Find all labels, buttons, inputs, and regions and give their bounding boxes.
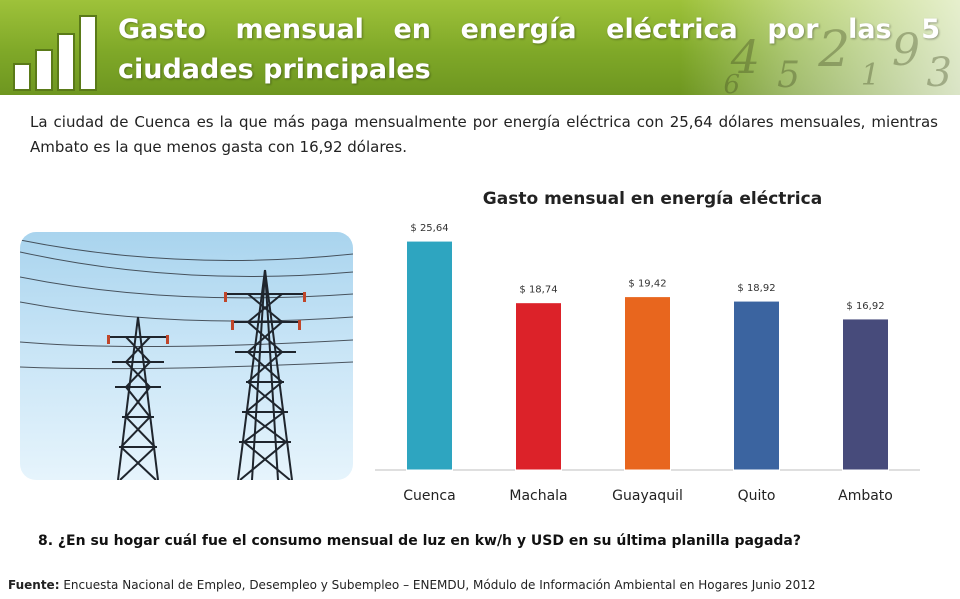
data-label-cuenca: $ 25,64 [410,223,448,234]
data-label-ambato: $ 16,92 [846,301,884,312]
chart-title: Gasto mensual en energía eléctrica [483,189,822,209]
x-tick-guayaquil: Guayaquil [612,488,683,504]
source-label: Fuente: [8,578,60,592]
bar-quito [733,300,780,471]
chart-canvas: Gasto mensual en energía eléctrica $ 25,6… [375,189,920,504]
power-lines-photo [20,232,353,480]
survey-question: 8. ¿En su hogar cuál fue el consumo mens… [38,533,801,549]
x-tick-cuenca: Cuenca [403,488,455,504]
bar-cuenca [406,240,453,471]
data-label-quito: $ 18,92 [737,283,775,294]
source-note: Fuente: Encuesta Nacional de Empleo, Des… [8,578,816,592]
power-towers-illustration [20,239,353,480]
bar-machala [515,302,562,471]
page-title: Gasto mensual en energía eléctrica por l… [118,14,940,85]
header-numbers-decoration: 4 5 2 1 9 3 6 [680,0,960,95]
data-label-guayaquil: $ 19,42 [628,279,666,290]
header-banner: 4 5 2 1 9 3 6 Gasto mensual en energía e… [0,0,960,95]
data-label-machala: $ 18,74 [519,285,557,296]
source-text: Encuesta Nacional de Empleo, Desempleo y… [59,578,816,592]
intro-paragraph: La ciudad de Cuenca es la que más paga m… [30,113,938,156]
bar-chart: Gasto mensual en energía eléctrica $ 25,6… [365,180,925,510]
bar-ambato [842,318,889,471]
x-tick-quito: Quito [738,488,776,504]
x-tick-ambato: Ambato [838,488,893,504]
bar-chart-logo-icon [13,15,97,91]
bar-guayaquil [624,296,671,471]
x-tick-machala: Machala [509,488,567,504]
